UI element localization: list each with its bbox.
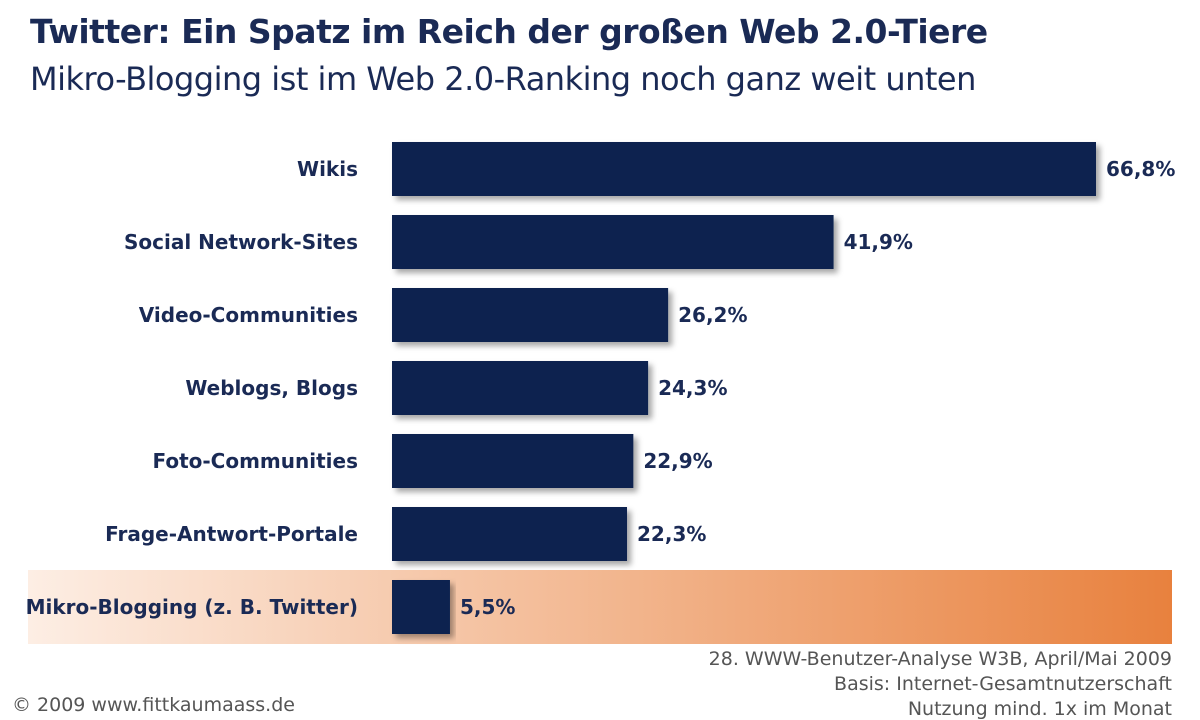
category-label: Video-Communities — [139, 303, 358, 327]
chart-title: Twitter: Ein Spatz im Reich der großen W… — [30, 12, 988, 51]
footnote-basis: Basis: Internet-Gesamtnutzerschaft — [834, 673, 1172, 695]
bar — [392, 580, 450, 634]
bar — [392, 142, 1096, 196]
bar — [392, 215, 834, 269]
footnote-usage: Nutzung mind. 1x im Monat — [907, 698, 1172, 720]
category-label: Weblogs, Blogs — [185, 376, 358, 400]
value-label: 24,3% — [658, 376, 727, 400]
value-label: 41,9% — [844, 230, 913, 254]
footnote-source: 28. WWW-Benutzer-Analyse W3B, April/Mai … — [708, 648, 1172, 670]
category-label: Mikro-Blogging (z. B. Twitter) — [26, 595, 358, 619]
bar — [392, 507, 628, 561]
category-label: Foto-Communities — [152, 449, 358, 473]
value-label: 26,2% — [678, 303, 747, 327]
value-label: 22,3% — [637, 522, 706, 546]
chart-subtitle: Mikro-Blogging ist im Web 2.0-Ranking no… — [30, 60, 976, 98]
category-label: Frage-Antwort-Portale — [105, 522, 358, 546]
highlight-band — [28, 570, 1172, 644]
copyright-notice: © 2009 www.fittkaumaass.de — [12, 694, 295, 716]
value-label: 22,9% — [643, 449, 712, 473]
bar — [392, 361, 649, 415]
value-label: 66,8% — [1106, 157, 1175, 181]
bar — [392, 288, 669, 342]
bar — [392, 434, 634, 488]
category-label: Wikis — [297, 157, 358, 181]
bar-chart: Wikis 66,8% Social Network-Sites 41,9% Video… — [26, 142, 1175, 644]
category-label: Social Network-Sites — [124, 230, 358, 254]
value-label: 5,5% — [460, 595, 515, 619]
